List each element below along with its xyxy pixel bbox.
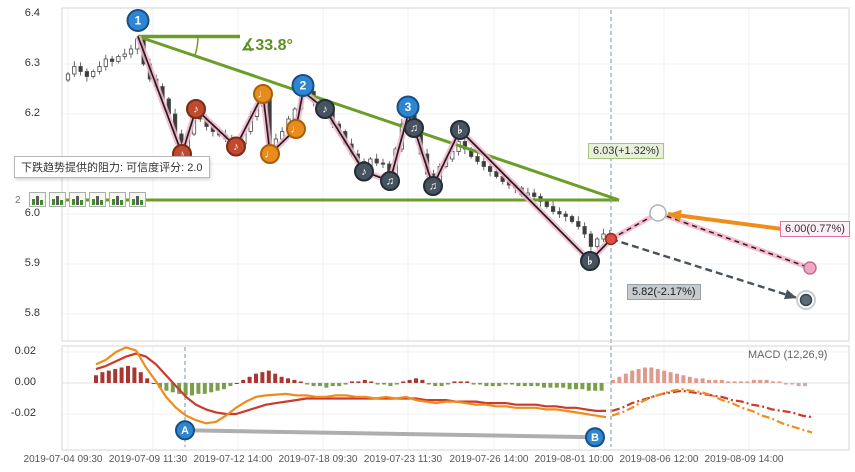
chart-tool-icon-4[interactable] bbox=[89, 192, 106, 207]
pivot-marker-15[interactable]: ♭ bbox=[580, 251, 600, 271]
ab-channel[interactable]: AB bbox=[175, 420, 605, 448]
price-tick-5.9: 5.9 bbox=[24, 257, 40, 269]
svg-text:♫: ♫ bbox=[410, 123, 418, 135]
chart-tool-icon-5[interactable] bbox=[109, 192, 126, 207]
price-tick-6.4: 6.4 bbox=[24, 7, 40, 19]
current-price-dot bbox=[604, 232, 618, 246]
x-tick-4: 2019-07-23 11:30 bbox=[363, 454, 443, 465]
pivot-marker-4[interactable]: ♩ bbox=[253, 84, 273, 104]
svg-text:B: B bbox=[591, 432, 599, 444]
x-tick-8: 2019-08-09 14:00 bbox=[704, 454, 784, 465]
pivot-marker-6[interactable]: ♩ bbox=[286, 119, 306, 139]
pivot-marker-12[interactable]: ♫ bbox=[404, 118, 424, 138]
price-tick-5.8: 5.8 bbox=[24, 307, 40, 319]
pink-target-dot bbox=[803, 261, 817, 275]
angle-label: ∡33.8° bbox=[241, 37, 293, 54]
x-tick-6: 2019-08-01 10:00 bbox=[534, 454, 614, 465]
x-tick-5: 2019-07-26 14:00 bbox=[449, 454, 529, 465]
x-tick-2: 2019-07-12 14:00 bbox=[193, 454, 273, 465]
price-tick-6.0: 6.0 bbox=[24, 207, 40, 219]
svg-text:♩: ♩ bbox=[258, 89, 269, 101]
pivot-marker-2[interactable]: ♪ bbox=[186, 99, 206, 119]
x-tick-3: 2019-07-18 09:30 bbox=[278, 454, 358, 465]
macd-series bbox=[94, 346, 813, 434]
pivot-marker-13[interactable]: ♫ bbox=[423, 176, 443, 196]
point-marker-B bbox=[585, 427, 605, 448]
pivot-marker-3[interactable]: ♪ bbox=[226, 136, 246, 157]
price-tick-6.3: 6.3 bbox=[24, 57, 40, 69]
pivot-marker-10[interactable]: ♫ bbox=[380, 171, 400, 191]
pivot-marker-14[interactable]: ♭ bbox=[450, 120, 470, 140]
macd-tick--0.02: -0.02 bbox=[10, 407, 36, 419]
macd-legend: MACD (12,26,9) bbox=[748, 349, 828, 361]
x-tick-7: 2019-08-06 12:00 bbox=[619, 454, 699, 465]
svg-text:1: 1 bbox=[135, 14, 142, 28]
svg-text:2: 2 bbox=[300, 79, 307, 93]
x-tick-0: 2019-07-04 09:30 bbox=[23, 454, 103, 465]
price-tick-6.2: 6.2 bbox=[24, 107, 40, 119]
svg-text:♩: ♩ bbox=[291, 124, 302, 136]
pivot-marker-8[interactable]: ♪ bbox=[315, 99, 335, 119]
trend-resistance-tooltip: 下跌趋势提供的阻力: 可信度评分: 2.0 bbox=[14, 156, 210, 178]
pivot-marker-9[interactable]: ♪ bbox=[354, 161, 374, 182]
svg-text:♪: ♪ bbox=[179, 149, 185, 161]
svg-text:♩: ♩ bbox=[265, 149, 276, 161]
projection-origin-handle bbox=[649, 204, 667, 222]
wave-marker-3[interactable]: 3 bbox=[396, 95, 420, 119]
projection-low-label: 5.82(-2.17%) bbox=[627, 284, 701, 300]
svg-text:♫: ♫ bbox=[386, 176, 394, 188]
drawing-toolbar bbox=[29, 192, 146, 207]
svg-text:♪: ♪ bbox=[361, 166, 367, 178]
resistance-value-label: 6.03(+1.32%) bbox=[588, 143, 665, 159]
chart-tool-icon-1[interactable] bbox=[29, 192, 46, 207]
svg-text:♭: ♭ bbox=[457, 125, 462, 137]
chart-tool-icon-6[interactable] bbox=[129, 192, 146, 207]
gridlines bbox=[62, 8, 849, 450]
x-tick-1: 2019-07-09 11:30 bbox=[108, 454, 188, 465]
wave-marker-1[interactable]: 1 bbox=[126, 9, 150, 32]
point-marker-A bbox=[175, 420, 195, 441]
macd-tick-0.00: 0.00 bbox=[14, 376, 36, 388]
level-badge: 2 bbox=[15, 195, 21, 206]
svg-text:♪: ♪ bbox=[322, 104, 328, 116]
svg-text:♫: ♫ bbox=[429, 181, 437, 193]
svg-text:♭: ♭ bbox=[587, 256, 592, 268]
chart-tool-icon-2[interactable] bbox=[49, 192, 66, 207]
svg-text:3: 3 bbox=[405, 100, 412, 114]
gray-target-dot bbox=[799, 293, 813, 307]
projection-mid-label: 6.00(0.77%) bbox=[780, 221, 850, 237]
svg-text:A: A bbox=[181, 425, 189, 437]
macd-tick-0.02: 0.02 bbox=[14, 345, 36, 357]
svg-text:♪: ♪ bbox=[233, 141, 239, 153]
wave-marker-2[interactable]: 2 bbox=[291, 74, 315, 97]
zigzag-line[interactable] bbox=[135, 35, 614, 264]
svg-text:♪: ♪ bbox=[193, 104, 199, 116]
macd-panel-border bbox=[61, 345, 850, 451]
chart-tool-icon-3[interactable] bbox=[69, 192, 86, 207]
pivot-marker-5[interactable]: ♩ bbox=[260, 144, 280, 164]
